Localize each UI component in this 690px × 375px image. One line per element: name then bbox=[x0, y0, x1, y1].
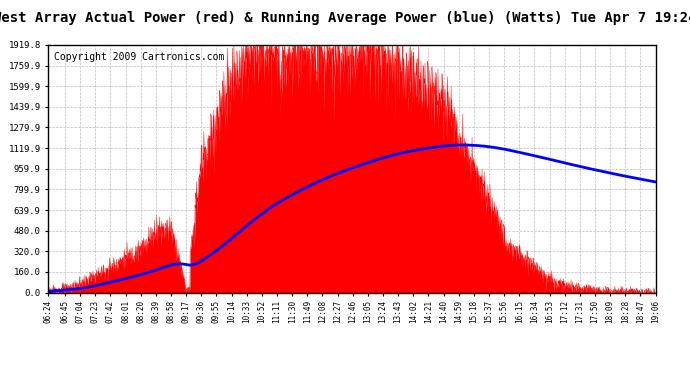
Text: West Array Actual Power (red) & Running Average Power (blue) (Watts) Tue Apr 7 1: West Array Actual Power (red) & Running … bbox=[0, 11, 690, 25]
Text: Copyright 2009 Cartronics.com: Copyright 2009 Cartronics.com bbox=[55, 53, 225, 62]
